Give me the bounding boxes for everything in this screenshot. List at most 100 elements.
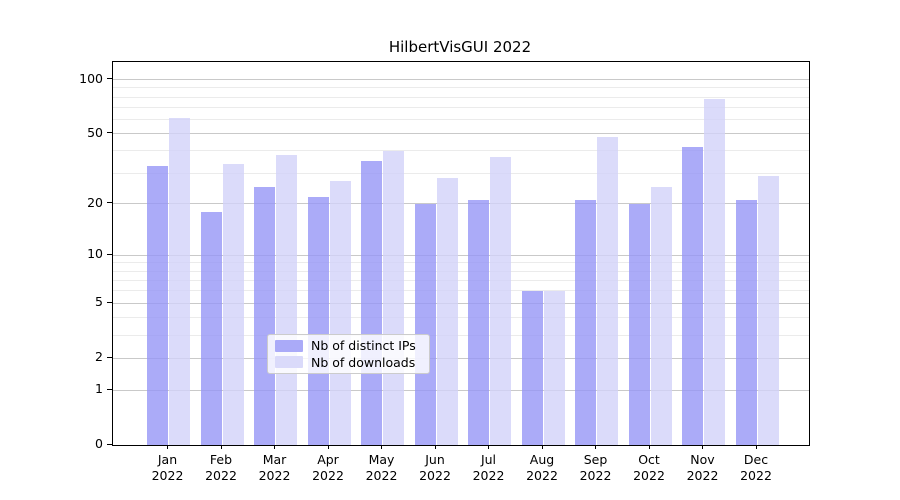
x-tick-month: Dec — [743, 452, 769, 467]
x-tick-year: 2022 — [526, 467, 558, 483]
legend: Nb of distinct IPs Nb of downloads — [267, 334, 430, 374]
x-tick-label: Feb 2022 — [191, 452, 251, 483]
legend-swatch-ips — [275, 339, 303, 352]
x-tick-mark — [648, 445, 650, 449]
bar-downloads — [650, 187, 672, 445]
x-tick-month: Apr — [317, 452, 339, 467]
x-tick-mark — [327, 445, 329, 449]
grid-line-minor — [113, 87, 809, 89]
grid-line-major — [113, 389, 809, 391]
bar-ips — [361, 161, 382, 445]
x-tick-month: Feb — [209, 452, 233, 467]
bar-downloads — [704, 99, 725, 445]
grid-line-minor — [113, 150, 809, 152]
x-tick-month: Jul — [480, 452, 497, 467]
bar-downloads — [169, 118, 190, 445]
y-tick-mark — [107, 356, 112, 358]
y-tick-label: 10 — [87, 246, 103, 262]
grid-line-minor — [113, 290, 809, 292]
x-tick-year: 2022 — [258, 467, 291, 483]
x-tick-label: Jan 2022 — [138, 452, 198, 483]
grid-line-minor — [113, 270, 809, 272]
bar-downloads — [329, 181, 351, 445]
x-tick-month: Mar — [262, 452, 287, 467]
bar-downloads — [436, 178, 458, 445]
x-tick-label: Jun 2022 — [405, 452, 465, 483]
bar-ips — [735, 200, 757, 445]
grid-line-major — [113, 254, 809, 256]
x-tick-month: Aug — [529, 452, 555, 467]
bar-ips — [468, 200, 489, 445]
grid-line-major — [113, 302, 809, 304]
bar-ips — [254, 187, 275, 445]
x-tick-label: Oct 2022 — [619, 452, 679, 483]
legend-label: Nb of downloads — [311, 354, 416, 370]
grid-line-minor — [113, 172, 809, 174]
grid-line-minor — [113, 317, 809, 319]
x-tick-year: 2022 — [686, 467, 719, 483]
x-tick-year: 2022 — [579, 467, 612, 483]
y-tick-mark — [107, 388, 112, 390]
y-tick-mark — [107, 78, 112, 80]
grid-line-major — [113, 133, 809, 135]
bar-ips — [628, 203, 650, 445]
legend-entry-ips: Nb of distinct IPs — [275, 338, 422, 353]
bar-ips — [682, 147, 703, 445]
bar-ips — [414, 203, 436, 445]
x-tick-month: Jun — [425, 452, 445, 467]
grid-line-minor — [113, 96, 809, 98]
x-tick-label: Mar 2022 — [245, 452, 305, 483]
x-tick-mark — [541, 445, 543, 449]
grid-line-minor — [113, 119, 809, 121]
y-tick-mark — [107, 443, 112, 445]
x-tick-mark — [702, 445, 703, 449]
x-tick-year: 2022 — [205, 467, 237, 483]
x-tick-year: 2022 — [633, 467, 665, 483]
x-tick-mark — [167, 445, 168, 449]
x-tick-mark — [488, 445, 489, 449]
y-tick-mark — [107, 253, 112, 255]
grid-line-minor — [113, 279, 809, 281]
y-tick-label: 2 — [95, 349, 103, 365]
x-tick-label: Nov 2022 — [673, 452, 733, 483]
x-tick-month: Nov — [690, 452, 715, 467]
y-tick-mark — [107, 132, 112, 134]
bar-downloads — [543, 290, 565, 445]
x-tick-year: 2022 — [151, 467, 184, 483]
grid-line-major — [113, 203, 809, 205]
x-tick-mark — [755, 445, 757, 449]
grid-line-major — [113, 357, 809, 359]
bar-downloads — [490, 157, 511, 445]
legend-entry-downloads: Nb of downloads — [275, 355, 422, 370]
x-tick-month: Jan — [157, 452, 178, 467]
x-tick-label: May 2022 — [352, 452, 412, 483]
x-tick-mark — [274, 445, 275, 449]
x-tick-label: Aug 2022 — [512, 452, 572, 483]
x-tick-mark — [220, 445, 222, 449]
bar-downloads — [276, 154, 297, 445]
x-tick-year: 2022 — [472, 467, 505, 483]
x-tick-label: Jul 2022 — [459, 452, 519, 483]
bar-downloads — [597, 136, 618, 445]
plot-area — [112, 61, 810, 446]
bar-ips — [200, 211, 222, 445]
bar-downloads — [222, 163, 244, 445]
grid-line-minor — [113, 107, 809, 108]
x-tick-month: May — [368, 452, 395, 467]
bar-ips — [147, 165, 168, 445]
x-tick-mark — [595, 445, 596, 449]
grid-line-minor — [113, 334, 809, 336]
y-tick-label: 100 — [79, 70, 103, 86]
y-tick-label: 0 — [95, 436, 103, 451]
x-tick-month: Oct — [638, 452, 660, 467]
x-tick-year: 2022 — [365, 467, 398, 483]
x-tick-label: Dec 2022 — [726, 452, 786, 483]
y-tick-label: 5 — [95, 294, 103, 310]
x-tick-year: 2022 — [312, 467, 344, 483]
legend-label: Nb of distinct IPs — [311, 338, 416, 354]
x-tick-mark — [434, 445, 436, 449]
x-tick-month: Sep — [583, 452, 608, 467]
chart-title: HilbertVisGUI 2022 — [388, 38, 532, 56]
x-tick-label: Sep 2022 — [566, 452, 626, 483]
